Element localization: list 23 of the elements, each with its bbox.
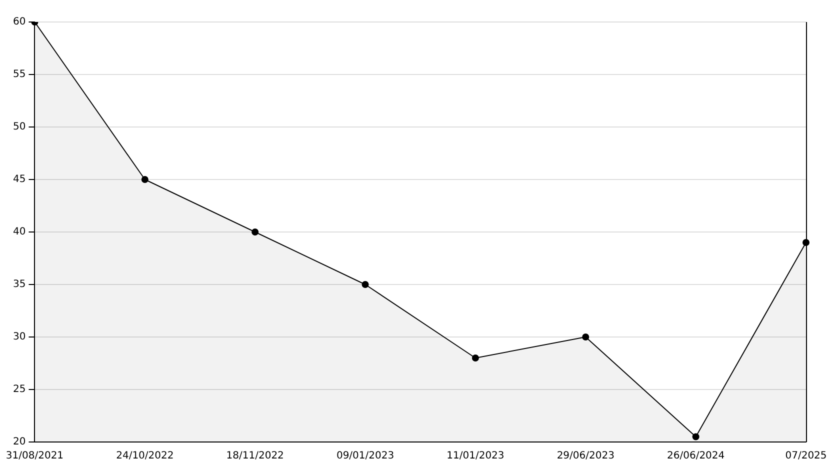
point	[472, 354, 479, 362]
y-tick-label: 50	[12, 122, 26, 133]
x-tick-label: 09/01/2023	[336, 450, 394, 462]
x-tick-label: 26/06/2024	[666, 450, 725, 462]
y-tick-label: 35	[12, 279, 26, 290]
x-tick-label: 24/10/2022	[116, 450, 174, 462]
y-tick-label: 40	[12, 226, 26, 238]
x-tick-label: 18/11/2022	[226, 450, 284, 462]
y-tick-label: 55	[12, 69, 26, 80]
x-tick-label: 11/01/2023	[446, 450, 504, 462]
point	[582, 334, 590, 340]
point	[141, 176, 148, 183]
x-tick-label: 31/08/2021	[6, 450, 64, 462]
x-tick-label: 29/06/2023	[556, 450, 614, 462]
y-tick-label: 60	[12, 16, 26, 28]
y-tick-label: 25	[12, 384, 26, 396]
y-tick-label: 30	[12, 332, 26, 343]
point	[692, 433, 700, 440]
y-tick-label: 45	[12, 174, 26, 186]
point	[362, 281, 369, 288]
point	[252, 228, 259, 236]
y-tick-label: 20	[12, 436, 26, 448]
x-tick-label: 07/2025	[785, 450, 827, 462]
